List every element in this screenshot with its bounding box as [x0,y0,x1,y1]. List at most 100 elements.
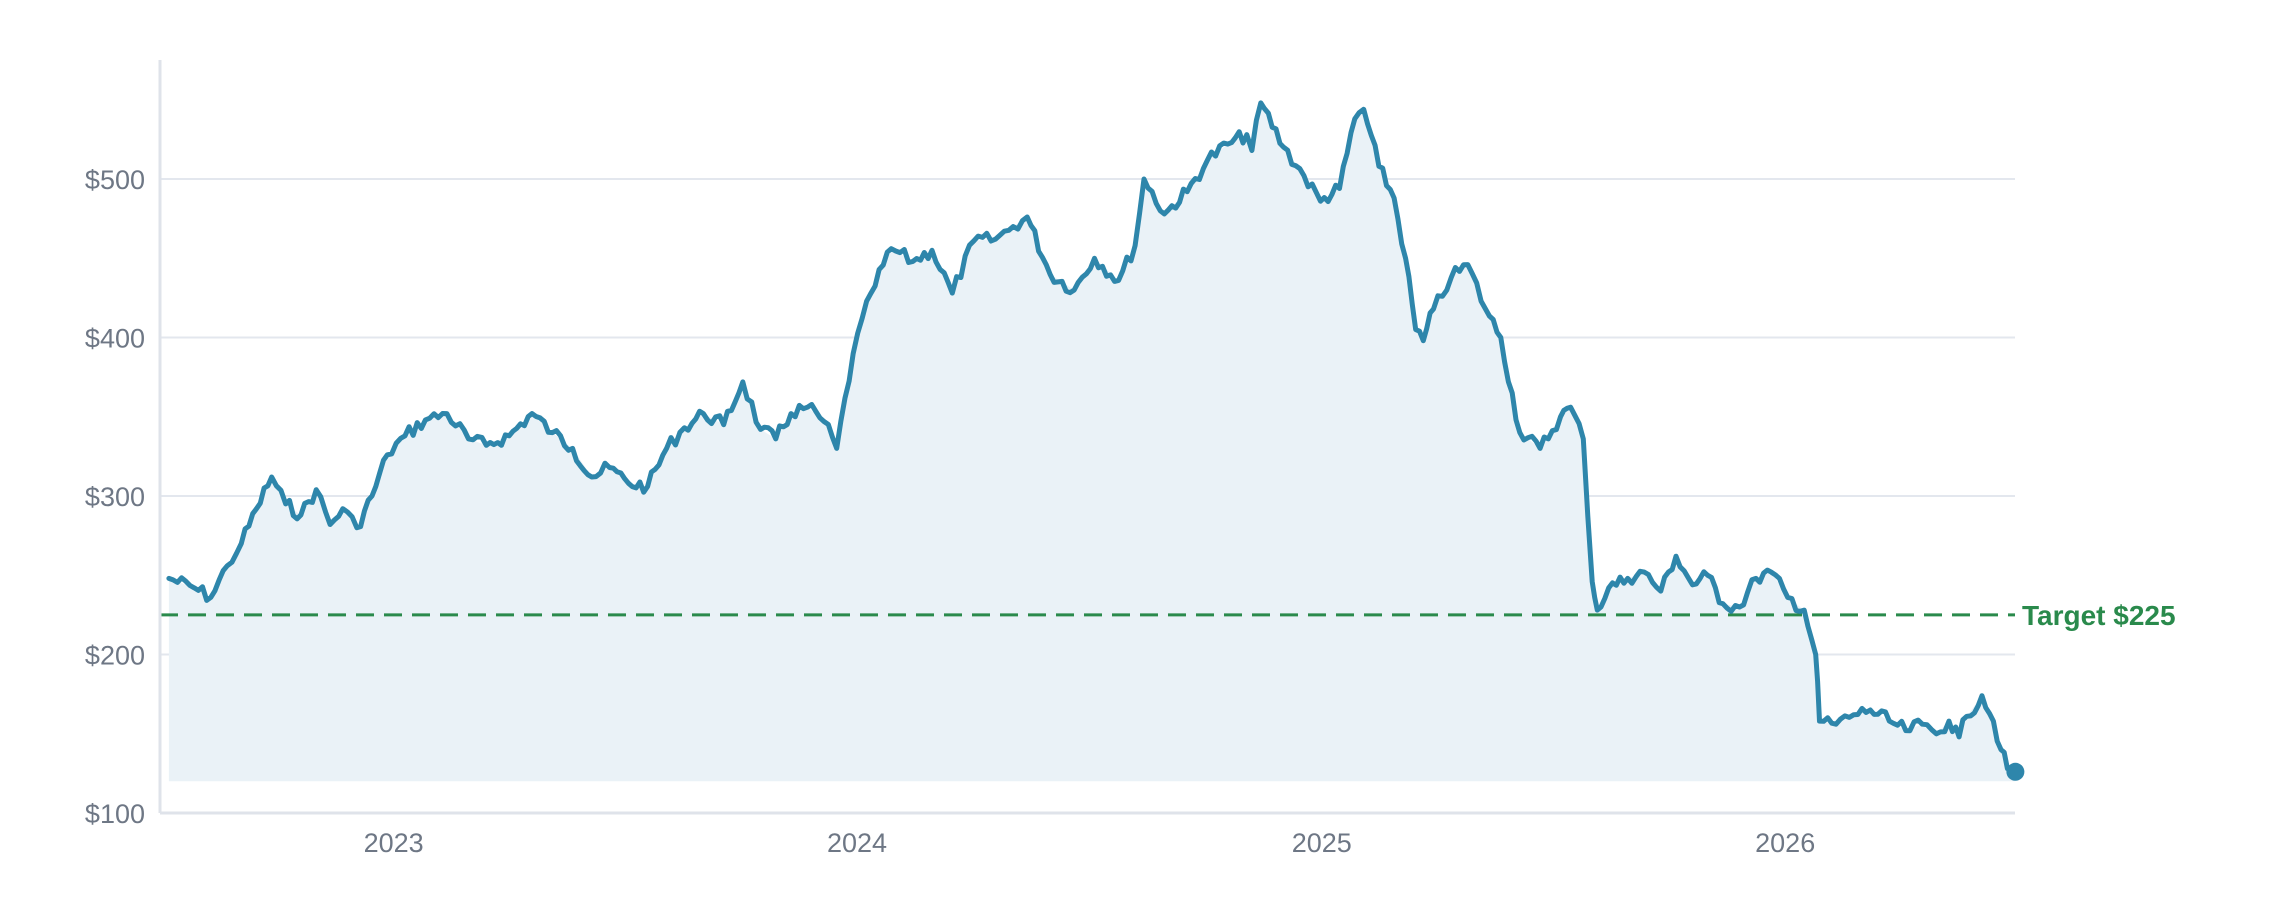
price-point [530,412,534,416]
price-point [1569,405,1573,409]
price-point [284,502,288,506]
price-point [1802,608,1806,612]
price-point [759,427,763,431]
price-point [627,481,631,485]
price-point [225,564,229,568]
price-point [467,437,471,441]
y-tick-label: $500 [85,165,145,195]
price-point [1392,196,1396,200]
price-point [1852,713,1856,717]
price-point [1737,605,1741,609]
y-tick-label: $400 [85,324,145,354]
price-point [822,420,826,424]
price-point [1518,431,1522,435]
price-point [1674,554,1678,558]
price-point [1607,586,1611,590]
price-point [341,507,345,511]
price-point [1142,177,1146,181]
price-point [1250,148,1254,152]
price-point [1338,187,1342,191]
price-point [1769,570,1773,574]
price-point [1025,215,1029,219]
x-tick-label: 2025 [1292,828,1352,858]
price-point [254,507,258,511]
price-point [270,475,274,479]
price-point [1980,694,1984,698]
price-point [1991,719,1995,723]
target-label-name: Target [2022,600,2113,631]
price-point [1421,339,1425,343]
price-point [1920,722,1924,726]
price-point [1072,288,1076,292]
price-point [646,484,650,488]
price-point [403,434,407,438]
price-point [1259,101,1263,105]
price-point [1659,589,1663,593]
price-point [1011,225,1015,229]
price-point [484,443,488,447]
price-series-line [166,100,2018,775]
price-point [1302,174,1306,178]
price-point [1814,653,1818,656]
price-point [1999,748,2003,752]
price-point [1706,573,1710,577]
price-point [851,351,855,355]
price-point [1934,732,1938,736]
price-point [1431,307,1435,311]
price-point [1595,608,1599,612]
price-point [571,446,575,450]
price-point [550,431,554,435]
price-point [930,248,934,252]
price-point [682,426,686,430]
price-point [1887,719,1891,723]
target-label: Target $225 [2022,600,2176,631]
price-point [722,423,726,427]
price-point [889,247,893,251]
price-point [328,523,332,527]
price-point [209,595,213,599]
price-point [607,465,611,469]
price-point [355,526,359,530]
price-point [1205,158,1209,162]
price-point [507,434,511,438]
x-tick-label: 2026 [1755,828,1815,858]
price-point [1957,735,1961,739]
price-point [1834,722,1838,726]
y-tick-label: $100 [85,799,145,829]
area-layer [168,102,2016,782]
price-point [314,488,318,492]
price-point [1133,244,1137,248]
price-point [972,239,976,243]
series-area [168,102,2016,782]
price-point [1947,719,1951,723]
target-label-value: $225 [2113,600,2175,631]
price-point [1484,307,1488,311]
price-point [1499,336,1503,339]
price-point [1245,133,1249,137]
x-tick-label: 2024 [827,828,887,858]
price-point [1185,190,1189,194]
price-point [1353,117,1357,121]
price-point [1282,145,1286,149]
price-point [1590,580,1594,584]
y-tick-label: $200 [85,641,145,671]
price-point [385,453,389,457]
price-point [950,291,954,295]
price-point [1449,275,1453,279]
price-point [1868,708,1872,712]
x-tick-label: 2023 [364,828,424,858]
price-point [1092,256,1096,260]
price-point [1642,570,1646,574]
price-point [370,494,374,498]
price-point [789,412,793,416]
price-point [1754,576,1758,580]
price-point [1466,263,1470,267]
price-point [445,412,449,416]
price-point [1817,719,1821,723]
price-point [869,291,873,295]
target-layer: Target $225 [160,600,2176,631]
price-point [835,446,839,450]
price-point [1581,437,1585,441]
price-point [1691,583,1695,587]
